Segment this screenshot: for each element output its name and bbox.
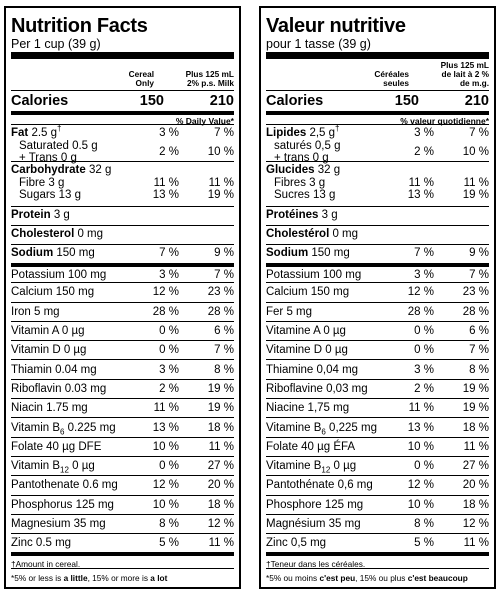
vitamin-mineral-row: Calcium 150 mg 12 % 23 % (266, 282, 489, 301)
vitamin-mineral-row: Zinc 0,5 mg 5 % 11 % (266, 533, 489, 552)
footnote-daily-value: *5% or less is a little, 15% or more is … (11, 568, 234, 585)
column-header-cereal: Cereal Only (128, 69, 154, 88)
vitamin-mineral-row: Vitamine A 0 µg 0 % 6 % (266, 320, 489, 340)
footnote-dagger: †Amount in cereal. (11, 552, 234, 569)
footnote-dagger: †Teneur dans les céréales. (266, 552, 489, 569)
nutrition-facts-panel-fr: Valeur nutritive pour 1 tasse (39 g) Cér… (259, 6, 496, 589)
calories-row: Calories 150 210 (11, 90, 234, 111)
daily-value-header: % Daily Value* (11, 111, 234, 126)
protein-row: Protéines 3 g (266, 206, 489, 225)
vitamin-mineral-row: Phosphorus 125 mg 10 % 18 % (11, 494, 234, 514)
carbohydrate-row: Carbohydrate 32 g Fibre 3 g Sugars 13 g … (11, 161, 234, 206)
sodium-row: Sodium 150 mg 7 % 9 % (11, 244, 234, 263)
vitamin-mineral-row: Pantothenate 0.6 mg 12 % 20 % (11, 475, 234, 494)
column-headers: Cereal Only Plus 125 mL 2% p.s. Milk (11, 52, 234, 90)
panel-title: Valeur nutritive (266, 15, 406, 37)
vitamin-mineral-row: Zinc 0.5 mg 5 % 11 % (11, 533, 234, 552)
vitamin-mineral-row: Magnésium 35 mg 8 % 12 % (266, 513, 489, 533)
sodium-row: Sodium 150 mg 7 % 9 % (266, 244, 489, 263)
vitamin-mineral-row: Iron 5 mg 28 % 28 % (11, 301, 234, 321)
vitamin-mineral-row: Vitamine D 0 µg 0 % 7 % (266, 340, 489, 359)
vitamin-mineral-row: Vitamin B6 0.225 mg 13 % 18 % (11, 417, 234, 436)
vitamin-mineral-row: Riboflavine 0,03 mg 2 % 19 % (266, 378, 489, 398)
vitamin-mineral-row: Potassium 100 mg 3 % 7 % (11, 263, 234, 282)
vitamin-mineral-row: Vitamin B12 0 µg 0 % 27 % (11, 455, 234, 475)
cholesterol-row: Cholesterol 0 mg (11, 225, 234, 244)
nutrition-facts-panel-en: Nutrition Facts Per 1 cup (39 g) Cereal O… (4, 6, 241, 589)
column-header-with-milk: Plus 125 mL 2% p.s. Milk (185, 69, 234, 88)
calories-row: Calories 150 210 (266, 90, 489, 111)
fat-row: Fat 2.5 g† Saturated 0.5 g + Trans 0 g 3… (11, 124, 234, 164)
vitamin-mineral-row: Vitamin D 0 µg 0 % 7 % (11, 340, 234, 359)
carbohydrate-row: Glucides 32 g Fibres 3 g Sucres 13 g 0 1… (266, 161, 489, 206)
vitamin-mineral-row: Vitamine B6 0,225 mg 13 % 18 % (266, 417, 489, 436)
vitamin-mineral-row: Riboflavin 0.03 mg 2 % 19 % (11, 378, 234, 398)
serving-size: pour 1 tasse (39 g) (266, 37, 371, 51)
vitamin-mineral-row: Magnesium 35 mg 8 % 12 % (11, 513, 234, 533)
vitamin-mineral-row: Thiamine 0,04 mg 3 % 8 % (266, 359, 489, 378)
vitamin-mineral-row: Fer 5 mg 28 % 28 % (266, 301, 489, 321)
vitamin-mineral-row: Folate 40 µg DFE 10 % 11 % (11, 436, 234, 456)
column-header-cereal: Céréales seules (374, 69, 409, 88)
serving-size: Per 1 cup (39 g) (11, 37, 101, 51)
column-headers: Céréales seules Plus 125 mL de lait à 2 % d… (266, 52, 489, 90)
daily-value-header: % valeur quotidienne* (266, 111, 489, 126)
vitamin-mineral-row: Phosphore 125 mg 10 % 18 % (266, 494, 489, 514)
vitamin-mineral-row: Niacin 1.75 mg 11 % 19 % (11, 398, 234, 417)
vitamin-mineral-row: Potassium 100 mg 3 % 7 % (266, 263, 489, 282)
footnote-daily-value: *5% ou moins c'est peu, 15% ou plus c'es… (266, 568, 489, 585)
fat-row: Lipides 2,5 g† saturés 0,5 g + trans 0 g… (266, 124, 489, 164)
cholesterol-row: Cholestérol 0 mg (266, 225, 489, 244)
column-header-with-milk: Plus 125 mL de lait à 2 % de m.g. (440, 60, 489, 88)
vitamin-mineral-row: Thiamin 0.04 mg 3 % 8 % (11, 359, 234, 378)
vitamin-mineral-row: Calcium 150 mg 12 % 23 % (11, 282, 234, 301)
vitamin-mineral-row: Folate 40 µg ÉFA 10 % 11 % (266, 436, 489, 456)
protein-row: Protein 3 g (11, 206, 234, 225)
panel-title: Nutrition Facts (11, 15, 148, 37)
vitamin-mineral-row: Pantothénate 0,6 mg 12 % 20 % (266, 475, 489, 494)
vitamin-mineral-row: Niacine 1,75 mg 11 % 19 % (266, 398, 489, 417)
vitamin-mineral-row: Vitamin A 0 µg 0 % 6 % (11, 320, 234, 340)
vitamin-mineral-row: Vitamine B12 0 µg 0 % 27 % (266, 455, 489, 475)
